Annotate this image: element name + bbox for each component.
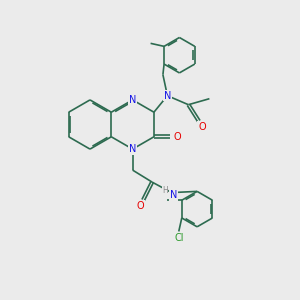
- Text: H: H: [162, 186, 168, 195]
- Text: O: O: [136, 201, 144, 211]
- Text: O: O: [173, 132, 181, 142]
- Text: N: N: [164, 91, 171, 101]
- Text: O: O: [198, 122, 206, 132]
- Text: N: N: [170, 190, 177, 200]
- Text: N: N: [129, 95, 136, 105]
- Text: N: N: [129, 144, 136, 154]
- Text: Cl: Cl: [174, 233, 184, 243]
